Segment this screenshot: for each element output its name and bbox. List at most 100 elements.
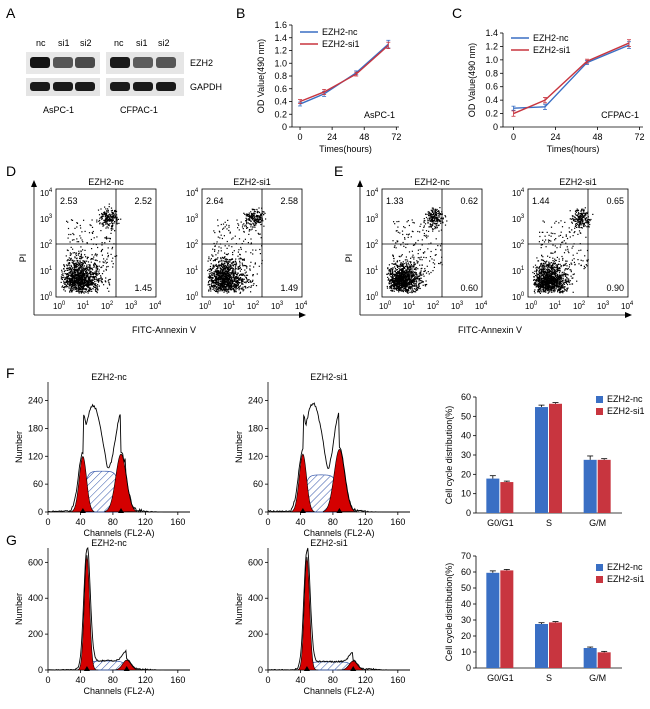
event-dot: [100, 275, 102, 277]
event-dot: [219, 285, 221, 287]
event-dot: [550, 262, 552, 264]
event-dot: [427, 248, 429, 250]
event-dot: [221, 269, 224, 271]
event-dot: [417, 276, 419, 278]
event-dot: [84, 284, 86, 286]
event-dot: [438, 262, 440, 265]
event-dot: [64, 290, 66, 292]
event-dot: [394, 285, 396, 287]
event-dot: [537, 274, 539, 276]
event-dot: [409, 281, 411, 283]
event-dot: [230, 266, 232, 268]
event-dot: [82, 267, 84, 269]
y-tick-label: 0.8: [274, 71, 287, 81]
event-dot: [224, 256, 226, 258]
cell-line-aspc1: AsPC-1: [43, 105, 74, 115]
event-dot: [410, 286, 412, 288]
event-dot: [416, 288, 418, 290]
event-dot: [403, 266, 406, 269]
event-dot: [68, 264, 70, 266]
y-tick-label: 100: [40, 292, 53, 302]
event-dot: [62, 273, 64, 275]
event-dot: [250, 291, 252, 293]
event-dot: [110, 216, 112, 218]
event-dot: [431, 225, 433, 227]
event-dot: [235, 282, 237, 284]
event-dot: [233, 275, 235, 277]
event-dot: [221, 287, 223, 289]
event-dot: [413, 280, 415, 282]
event-dot: [104, 215, 106, 217]
event-dot: [87, 281, 89, 283]
event-dot: [398, 288, 400, 290]
event-dot: [403, 286, 405, 288]
event-dot: [104, 211, 106, 213]
event-dot: [398, 220, 400, 223]
event-dot: [405, 277, 407, 279]
event-dot: [433, 210, 435, 212]
event-dot: [217, 225, 219, 227]
event-dot: [393, 283, 395, 285]
event-dot: [424, 285, 427, 287]
label-bg: [58, 195, 82, 206]
event-dot: [232, 271, 234, 273]
event-dot: [246, 213, 248, 215]
event-dot: [210, 278, 212, 280]
event-dot: [97, 281, 100, 283]
event-dot: [434, 263, 436, 265]
event-dot: [402, 264, 404, 266]
y-tick-label: 103: [186, 214, 199, 224]
event-dot: [255, 230, 257, 232]
event-dot: [82, 287, 84, 289]
event-dot: [220, 257, 222, 259]
event-dot: [434, 209, 436, 211]
event-dot: [111, 225, 114, 227]
event-dot: [107, 211, 109, 213]
event-dot: [228, 279, 230, 281]
event-dot: [218, 287, 220, 289]
event-dot: [389, 286, 391, 288]
event-dot: [233, 284, 235, 286]
event-dot: [433, 259, 435, 261]
event-dot: [90, 283, 92, 285]
event-dot: [244, 265, 246, 267]
event-dot: [93, 237, 95, 239]
flow-plot-frame: [55, 188, 157, 298]
event-dot: [397, 282, 399, 284]
event-dot: [392, 280, 394, 282]
event-dot: [95, 283, 97, 285]
event-dot: [113, 222, 115, 224]
event-dot: [216, 273, 218, 275]
event-dot: [416, 273, 418, 275]
event-dot: [230, 278, 232, 281]
event-dot: [259, 233, 261, 235]
event-dot: [66, 265, 68, 267]
event-dot: [224, 279, 226, 281]
event-dot: [415, 282, 417, 284]
event-dot: [417, 253, 419, 255]
event-dot: [419, 248, 421, 251]
event-dot: [230, 288, 233, 290]
event-dot: [393, 290, 395, 292]
event-dot: [107, 209, 109, 211]
event-dot: [89, 275, 91, 277]
event-dot: [244, 238, 246, 240]
event-dot: [242, 265, 244, 267]
event-dot: [434, 217, 436, 219]
event-dot: [215, 286, 218, 288]
event-dot: [244, 272, 246, 274]
event-dot: [233, 278, 235, 280]
event-dot: [433, 216, 435, 218]
event-dot: [543, 282, 545, 284]
event-dot: [415, 267, 418, 269]
event-dot: [218, 264, 220, 267]
event-dot: [80, 246, 82, 248]
event-dot: [253, 220, 255, 222]
event-dot: [403, 245, 405, 247]
event-dot: [420, 273, 422, 275]
event-dot: [225, 272, 227, 274]
event-dot: [83, 261, 86, 263]
event-dot: [84, 279, 86, 281]
event-dot: [100, 279, 102, 281]
event-dot: [224, 245, 226, 247]
